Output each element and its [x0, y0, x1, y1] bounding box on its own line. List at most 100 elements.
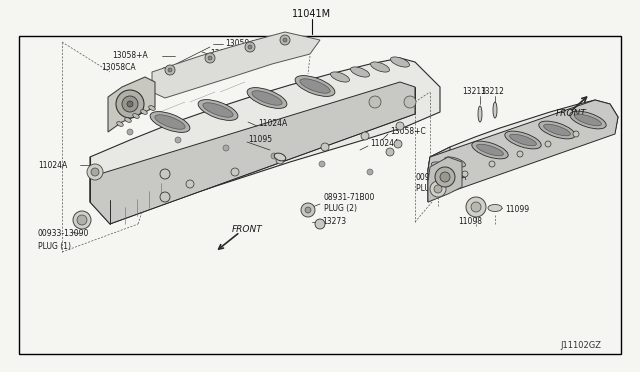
Circle shape	[116, 90, 144, 118]
Text: PLUG (2): PLUG (2)	[324, 205, 357, 214]
Ellipse shape	[252, 91, 282, 105]
Ellipse shape	[116, 122, 124, 126]
Text: 13058CA: 13058CA	[210, 49, 244, 58]
Ellipse shape	[300, 79, 330, 93]
Circle shape	[271, 153, 277, 159]
Ellipse shape	[351, 67, 369, 77]
Circle shape	[301, 203, 315, 217]
Ellipse shape	[371, 62, 390, 72]
Text: 13213: 13213	[462, 87, 486, 96]
Text: PLUG (1): PLUG (1)	[38, 241, 71, 250]
Ellipse shape	[444, 157, 465, 167]
Circle shape	[517, 151, 523, 157]
Circle shape	[122, 96, 138, 112]
Circle shape	[223, 145, 229, 151]
Circle shape	[394, 140, 402, 148]
Ellipse shape	[431, 162, 452, 172]
Circle shape	[321, 143, 329, 151]
Ellipse shape	[247, 87, 287, 108]
Circle shape	[545, 141, 551, 147]
Circle shape	[283, 38, 287, 42]
Text: 11024A: 11024A	[258, 119, 287, 128]
Ellipse shape	[141, 110, 147, 114]
Ellipse shape	[478, 106, 482, 122]
Circle shape	[186, 180, 194, 188]
Text: FRONT: FRONT	[556, 109, 587, 119]
Bar	[19, 36, 621, 354]
Ellipse shape	[295, 76, 335, 96]
Ellipse shape	[493, 102, 497, 118]
Text: PLUG (1): PLUG (1)	[416, 183, 449, 192]
Text: 11098: 11098	[458, 218, 482, 227]
Ellipse shape	[570, 111, 606, 129]
Circle shape	[77, 215, 87, 225]
Text: 11024A: 11024A	[370, 140, 399, 148]
Text: 13058CA: 13058CA	[101, 62, 136, 71]
Circle shape	[87, 164, 103, 180]
Text: 13273: 13273	[322, 218, 346, 227]
Text: FRONT: FRONT	[232, 224, 263, 234]
Text: 11095: 11095	[248, 135, 272, 144]
Polygon shape	[428, 147, 450, 202]
Circle shape	[489, 161, 495, 167]
Circle shape	[208, 56, 212, 60]
Text: 13058+A: 13058+A	[112, 51, 148, 61]
Text: 13059+B: 13059+B	[225, 39, 260, 48]
Ellipse shape	[509, 134, 536, 146]
Text: J11102GZ: J11102GZ	[560, 341, 601, 350]
Ellipse shape	[575, 114, 602, 126]
Ellipse shape	[477, 144, 504, 156]
Circle shape	[127, 129, 133, 135]
Circle shape	[369, 96, 381, 108]
Circle shape	[462, 171, 468, 177]
Text: 00933-1281A: 00933-1281A	[416, 173, 467, 182]
Circle shape	[168, 68, 172, 72]
Polygon shape	[90, 177, 110, 224]
Circle shape	[396, 122, 404, 130]
Polygon shape	[428, 100, 618, 202]
Text: 00933-13090: 00933-13090	[38, 230, 90, 238]
Text: 13058+C: 13058+C	[390, 128, 426, 137]
Polygon shape	[152, 32, 320, 98]
Ellipse shape	[543, 124, 570, 136]
Circle shape	[305, 207, 311, 213]
Circle shape	[160, 192, 170, 202]
Polygon shape	[428, 100, 618, 189]
Ellipse shape	[155, 115, 185, 129]
Polygon shape	[90, 58, 440, 212]
Ellipse shape	[150, 112, 190, 132]
Circle shape	[386, 148, 394, 156]
Polygon shape	[108, 77, 155, 132]
Circle shape	[440, 172, 450, 182]
Circle shape	[160, 169, 170, 179]
Text: 08931-71B00: 08931-71B00	[324, 193, 376, 202]
Circle shape	[471, 202, 481, 212]
Ellipse shape	[148, 106, 156, 110]
Circle shape	[276, 156, 284, 164]
Text: 11041M: 11041M	[292, 9, 332, 19]
Ellipse shape	[488, 205, 502, 212]
Circle shape	[91, 168, 99, 176]
Circle shape	[573, 131, 579, 137]
Text: 11099: 11099	[505, 205, 529, 215]
Circle shape	[404, 96, 416, 108]
Text: 13212: 13212	[480, 87, 504, 96]
Circle shape	[315, 219, 325, 229]
Circle shape	[361, 132, 369, 140]
Ellipse shape	[132, 114, 140, 118]
Circle shape	[205, 53, 215, 63]
Ellipse shape	[390, 57, 410, 67]
Ellipse shape	[274, 153, 286, 161]
Circle shape	[165, 65, 175, 75]
Circle shape	[430, 181, 446, 197]
Ellipse shape	[203, 103, 233, 117]
Circle shape	[434, 185, 442, 193]
Circle shape	[280, 35, 290, 45]
Polygon shape	[428, 157, 462, 202]
Circle shape	[367, 169, 373, 175]
Circle shape	[245, 42, 255, 52]
Text: 11024A: 11024A	[38, 160, 67, 170]
Ellipse shape	[330, 72, 349, 82]
Circle shape	[73, 211, 91, 229]
Ellipse shape	[198, 100, 238, 121]
